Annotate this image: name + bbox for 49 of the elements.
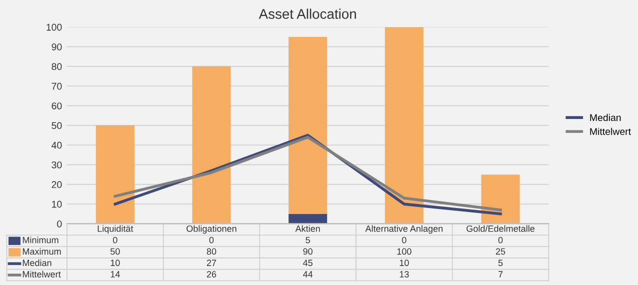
legend-label: Median <box>22 259 52 266</box>
y-tick-label: 60 <box>52 102 62 110</box>
y-tick-label: 40 <box>52 142 62 149</box>
bar <box>288 36 328 214</box>
bar <box>288 214 328 224</box>
data-label: 45 <box>303 260 312 266</box>
y-tick-label: 100 <box>46 24 62 31</box>
data-label: 90 <box>303 248 313 255</box>
y-tick-label: 30 <box>52 161 62 168</box>
text: Mittelwert <box>590 128 631 135</box>
data-label: 5 <box>306 236 310 244</box>
x-tick-label: Gold/Edelmetalle <box>466 225 534 232</box>
data-label: 26 <box>206 271 216 278</box>
x-tick-label: Liquidität <box>98 225 134 234</box>
bar <box>384 27 424 224</box>
y-tick-label: 10 <box>52 200 62 208</box>
data-label: 0 <box>113 236 118 244</box>
data-label: 10 <box>400 260 409 266</box>
data-label: 7 <box>498 271 503 278</box>
x-tick-label: Alternative Anlagen <box>365 225 442 234</box>
data-label: 10 <box>110 260 120 266</box>
data-label: 25 <box>496 248 506 255</box>
data-label: 80 <box>206 248 216 255</box>
data-label: 13 <box>400 271 409 278</box>
y-tick-label: 20 <box>52 181 62 188</box>
chart-title: Asset Allocation <box>258 8 356 19</box>
bar <box>96 125 134 224</box>
data-label: 0 <box>498 236 503 244</box>
data-label: 0 <box>209 236 214 244</box>
bar <box>481 174 520 224</box>
legend-label: Maximum <box>22 248 61 255</box>
y-tick-label: 80 <box>52 63 62 70</box>
text: Median <box>590 114 621 122</box>
y-tick-label: 0 <box>57 220 62 228</box>
legend-label: Minimum <box>22 236 58 244</box>
x-tick-label: Obligationen <box>186 225 236 234</box>
y-tick-label: 90 <box>52 43 62 50</box>
data-label: 5 <box>498 260 503 266</box>
data-label: 14 <box>110 271 120 278</box>
legend-label: Mittelwert <box>22 270 61 278</box>
data-label: 50 <box>110 248 120 255</box>
data-label: 44 <box>303 271 313 278</box>
y-tick-label: 70 <box>52 82 62 90</box>
data-label: 0 <box>402 236 406 244</box>
data-label: 27 <box>206 260 216 266</box>
y-tick-label: 50 <box>52 122 62 130</box>
bar <box>192 66 231 224</box>
data-label: 100 <box>397 248 412 255</box>
x-tick-label: Aktien <box>295 225 320 232</box>
